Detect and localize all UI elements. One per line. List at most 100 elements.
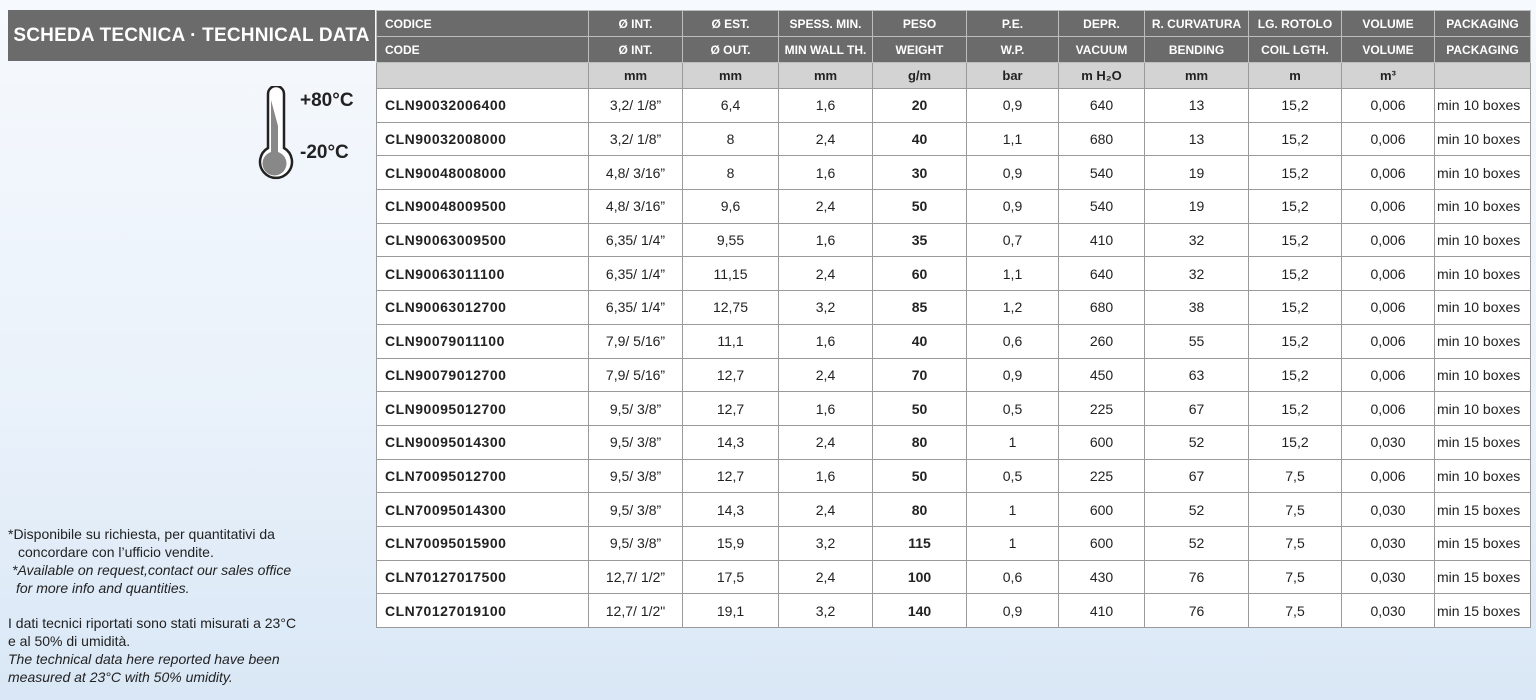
data-cell: 1,6 bbox=[778, 391, 873, 426]
data-cell: 2,4 bbox=[778, 256, 873, 292]
table-row: CLN70127019100 12,7/ 1/2" 19,1 3,2 140 0,9 410… bbox=[376, 593, 1531, 628]
data-cell: 1,6 bbox=[778, 88, 873, 123]
data-cell: 0,9 bbox=[966, 155, 1059, 191]
data-cell: 0,5 bbox=[966, 458, 1059, 494]
product-code: CLN70127017500 bbox=[376, 559, 589, 595]
table-row: CLN70095015900 9,5/ 3/8” 15,9 3,2 115 1 600 52 7… bbox=[376, 525, 1531, 561]
data-cell: 12,75 bbox=[682, 290, 779, 325]
unit-cell: mm bbox=[778, 62, 873, 89]
table-row: CLN90048008000 4,8/ 3/16” 8 1,6 30 0,9 540 19 15… bbox=[376, 155, 1531, 191]
data-cell: min 10 boxes bbox=[1434, 256, 1531, 292]
column-header: PACKAGING bbox=[1434, 36, 1531, 63]
table-row: CLN90032008000 3,2/ 1/8” 8 2,4 40 1,1 680 13 15,… bbox=[376, 121, 1531, 157]
column-header: COIL LGTH. bbox=[1248, 36, 1342, 63]
data-cell: 410 bbox=[1058, 593, 1145, 628]
data-cell: 2,4 bbox=[778, 121, 873, 157]
data-cell: min 10 boxes bbox=[1434, 391, 1531, 426]
data-cell: 0,030 bbox=[1341, 593, 1435, 628]
data-cell: 11,15 bbox=[682, 256, 779, 292]
data-cell: min 10 boxes bbox=[1434, 121, 1531, 157]
data-cell: 450 bbox=[1058, 357, 1145, 393]
data-cell: 6,35/ 1/4” bbox=[588, 290, 683, 325]
data-cell: 0,006 bbox=[1341, 391, 1435, 426]
data-cell: min 10 boxes bbox=[1434, 88, 1531, 123]
data-cell: 55 bbox=[1144, 323, 1249, 359]
data-cell: 140 bbox=[872, 593, 967, 628]
data-cell: 76 bbox=[1144, 593, 1249, 628]
product-code: CLN90032008000 bbox=[376, 121, 589, 157]
column-header: MIN WALL TH. bbox=[778, 36, 873, 63]
table-row: CLN90032006400 3,2/ 1/8” 6,4 1,6 20 0,9 640 13 1… bbox=[376, 88, 1531, 123]
unit-cell: mm bbox=[682, 62, 779, 89]
column-header: R. CURVATURA bbox=[1144, 10, 1249, 37]
product-code: CLN90079012700 bbox=[376, 357, 589, 393]
product-code: CLN70095012700 bbox=[376, 458, 589, 494]
data-cell: 19,1 bbox=[682, 593, 779, 628]
data-cell: 15,2 bbox=[1248, 424, 1342, 460]
data-cell: 13 bbox=[1144, 88, 1249, 123]
data-cell: 15,2 bbox=[1248, 222, 1342, 258]
data-cell: 67 bbox=[1144, 458, 1249, 494]
table-row: CLN90063011100 6,35/ 1/4” 11,15 2,4 60 1,1 640… bbox=[376, 256, 1531, 292]
data-cell: 600 bbox=[1058, 525, 1145, 561]
data-cell: 3,2 bbox=[778, 290, 873, 325]
data-cell: 0,006 bbox=[1341, 121, 1435, 157]
data-cell: 85 bbox=[872, 290, 967, 325]
column-header: PACKAGING bbox=[1434, 10, 1531, 37]
data-cell: 0,030 bbox=[1341, 559, 1435, 595]
data-cell: 15,2 bbox=[1248, 357, 1342, 393]
unit-cell bbox=[1434, 62, 1531, 89]
data-cell: 225 bbox=[1058, 458, 1145, 494]
data-cell: 1 bbox=[966, 525, 1059, 561]
data-cell: 7,5 bbox=[1248, 492, 1342, 527]
data-cell: 1 bbox=[966, 424, 1059, 460]
data-cell: 6,35/ 1/4” bbox=[588, 256, 683, 292]
column-header: VACUUM bbox=[1058, 36, 1145, 63]
data-cell: 0,7 bbox=[966, 222, 1059, 258]
data-cell: 0,9 bbox=[966, 88, 1059, 123]
note-text: measured at 23°C with 50% umidity. bbox=[8, 669, 233, 685]
data-cell: 40 bbox=[872, 323, 967, 359]
data-cell: 15,9 bbox=[682, 525, 779, 561]
data-cell: 12,7/ 1/2” bbox=[588, 559, 683, 595]
data-cell: 15,2 bbox=[1248, 189, 1342, 224]
data-cell: 17,5 bbox=[682, 559, 779, 595]
data-cell: 52 bbox=[1144, 424, 1249, 460]
product-code: CLN90095014300 bbox=[376, 424, 589, 460]
table-row: CLN70095014300 9,5/ 3/8” 14,3 2,4 80 1 600 52 7,… bbox=[376, 492, 1531, 527]
data-cell: 0,9 bbox=[966, 189, 1059, 224]
data-cell: 7,5 bbox=[1248, 593, 1342, 628]
data-cell: 430 bbox=[1058, 559, 1145, 595]
data-cell: 12,7/ 1/2" bbox=[588, 593, 683, 628]
data-cell: 80 bbox=[872, 492, 967, 527]
data-cell: 14,3 bbox=[682, 492, 779, 527]
data-cell: 0,006 bbox=[1341, 222, 1435, 258]
data-cell: 640 bbox=[1058, 256, 1145, 292]
data-cell: 50 bbox=[872, 391, 967, 426]
column-header: P.E. bbox=[966, 10, 1059, 37]
data-cell: 12,7 bbox=[682, 458, 779, 494]
data-cell: 14,3 bbox=[682, 424, 779, 460]
product-code: CLN90063012700 bbox=[376, 290, 589, 325]
column-header: DEPR. bbox=[1058, 10, 1145, 37]
column-header: CODE bbox=[376, 36, 589, 63]
data-cell: 540 bbox=[1058, 189, 1145, 224]
unit-cell: g/m bbox=[872, 62, 967, 89]
unit-cell: m H₂O bbox=[1058, 62, 1145, 89]
column-header: SPESS. MIN. bbox=[778, 10, 873, 37]
table-row: CLN90079012700 7,9/ 5/16” 12,7 2,4 70 0,9 450 6… bbox=[376, 357, 1531, 393]
data-cell: 15,2 bbox=[1248, 88, 1342, 123]
table-row: CLN90079011100 7,9/ 5/16” 11,1 1,6 40 0,6 260 5… bbox=[376, 323, 1531, 359]
data-cell: min 15 boxes bbox=[1434, 593, 1531, 628]
data-cell: 9,5/ 3/8” bbox=[588, 424, 683, 460]
product-code: CLN90063011100 bbox=[376, 256, 589, 292]
data-cell: 76 bbox=[1144, 559, 1249, 595]
thermometer-icon bbox=[258, 86, 294, 180]
data-cell: 2,4 bbox=[778, 424, 873, 460]
data-cell: 9,5/ 3/8” bbox=[588, 458, 683, 494]
data-cell: 2,4 bbox=[778, 492, 873, 527]
column-header: WEIGHT bbox=[872, 36, 967, 63]
column-header: Ø OUT. bbox=[682, 36, 779, 63]
technical-data-table: CODICE Ø INT. Ø EST. SPESS. MIN. PESO P.E. DEP… bbox=[376, 10, 1531, 628]
data-cell: 63 bbox=[1144, 357, 1249, 393]
